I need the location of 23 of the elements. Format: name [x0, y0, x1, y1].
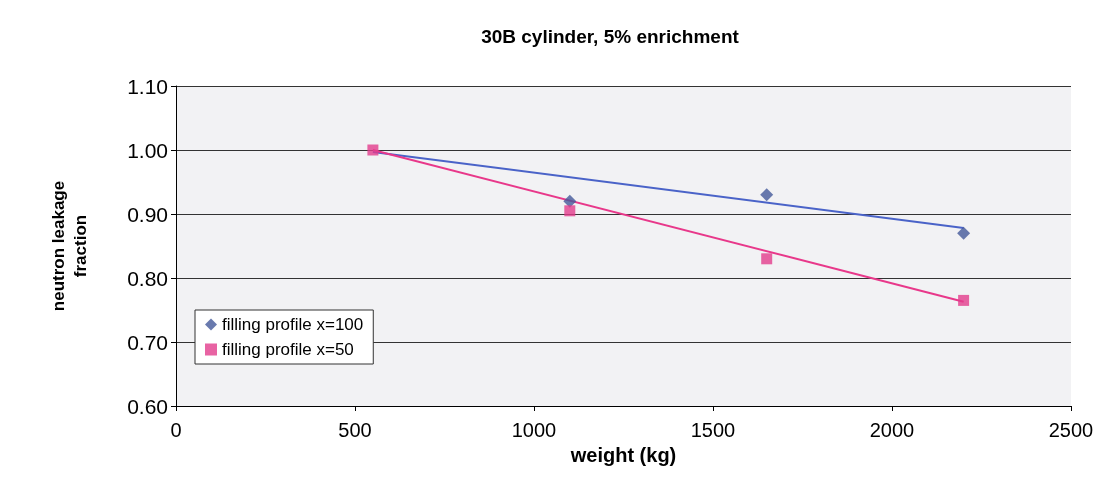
x-tick-label: 2500 — [1048, 419, 1094, 441]
x-tick-label: 0 — [170, 419, 182, 441]
chart-title: 30B cylinder, 5% enrichment — [481, 26, 740, 47]
point — [367, 144, 379, 156]
legend-label: filling profile x=100 — [222, 315, 364, 334]
x-tick-label: 500 — [338, 419, 372, 441]
y-tick-label: 1.10 — [127, 74, 168, 98]
point — [958, 294, 970, 306]
x-tick-label: 1000 — [511, 419, 557, 441]
point — [957, 226, 971, 240]
y-tick-label: 0.70 — [127, 330, 168, 354]
point — [564, 205, 576, 217]
y-tick-label: 0.60 — [127, 394, 168, 418]
x-tick-label: 1500 — [690, 419, 736, 441]
point — [761, 253, 773, 265]
legend-label: filling profile x=50 — [222, 340, 354, 359]
y-tick-label: 1.00 — [127, 138, 168, 162]
x-axis-title: weight (kg) — [569, 443, 677, 466]
point — [760, 188, 774, 202]
y-axis-title: neutron leakage fraction — [48, 180, 90, 312]
x-tick-label: 2000 — [869, 419, 915, 441]
y-tick-label: 0.90 — [127, 202, 168, 226]
y-tick-label: 0.80 — [127, 266, 168, 290]
